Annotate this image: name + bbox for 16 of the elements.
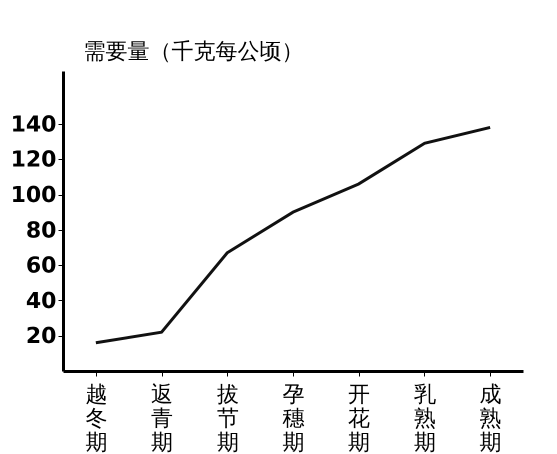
x-tick-label: 孕穗期: [282, 382, 304, 454]
x-tick-label: 乳熟期: [414, 382, 436, 454]
line-series: [94, 126, 492, 344]
x-tick-label: 返青期: [151, 382, 174, 454]
y-axis-title: 需要量（千克每公顷）: [84, 40, 304, 64]
y-tick-label: 100: [10, 183, 56, 208]
x-tick-label: 成熟期: [480, 382, 502, 454]
y-tick-label: 20: [26, 324, 56, 350]
x-tick-label: 越冬期: [85, 382, 108, 454]
y-tick-label: 120: [10, 148, 56, 173]
x-tick-label: 开花期: [348, 382, 370, 454]
y-tick-label: 40: [26, 288, 56, 314]
y-tick-label: 140: [10, 112, 56, 138]
x-tick-label: 拔节期: [216, 382, 239, 454]
y-tick-label: 80: [26, 218, 56, 244]
y-tick-label: 60: [26, 254, 56, 279]
